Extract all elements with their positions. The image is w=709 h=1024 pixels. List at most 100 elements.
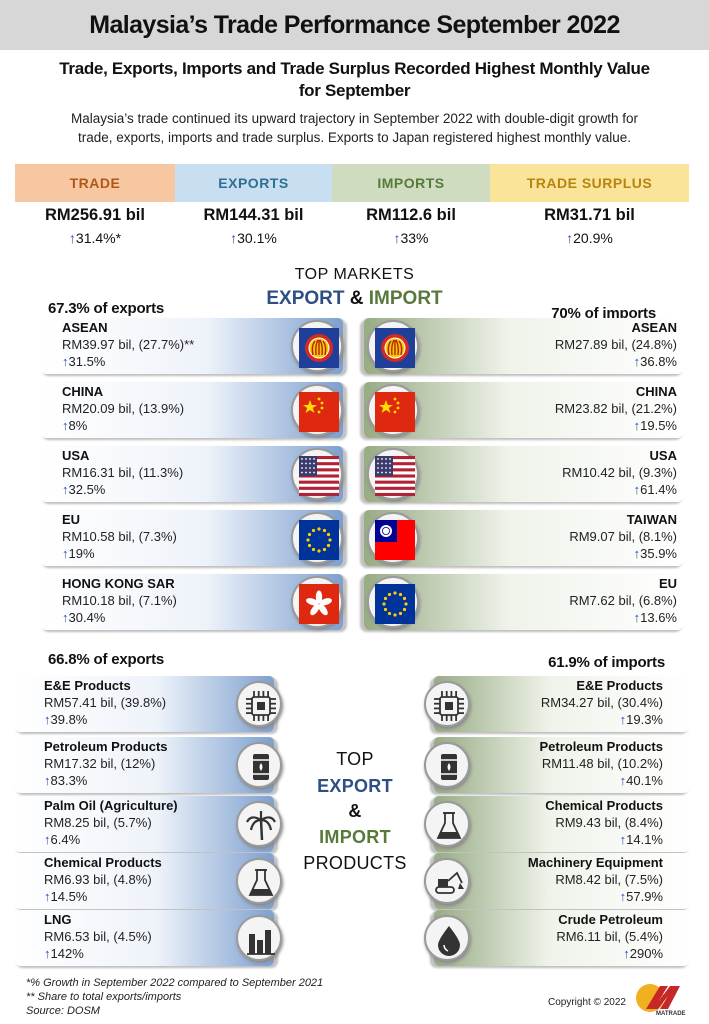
- kpi-value-3: RM31.71 bil: [544, 206, 635, 224]
- import-market-growth-value: 19.5%: [640, 418, 677, 433]
- matrade-logo-text: MATRADE: [656, 1011, 686, 1017]
- kpi-label-1: EXPORTS: [175, 164, 332, 202]
- kpi-growth-value: 31.4%*: [75, 230, 122, 246]
- import-product-growth: ↑57.9%: [620, 889, 663, 904]
- import-market-growth: ↑61.4%: [634, 482, 677, 497]
- import-product-value: RM34.27 bil, (30.4%): [540, 695, 663, 710]
- products-title-export: EXPORT: [317, 776, 393, 796]
- palm-tree-icon: [236, 801, 282, 847]
- export-market-growth-value: 31.5%: [68, 354, 106, 369]
- up-arrow-icon: ↑: [62, 354, 69, 369]
- export-market-growth-value: 8%: [68, 418, 88, 433]
- kpi-value-1: RM144.31 bil: [203, 206, 304, 224]
- export-products-share: 66.8% of exports: [48, 651, 165, 668]
- asean-flag-icon: [367, 320, 419, 372]
- footnote-share: ** Share to total exports/imports: [26, 991, 182, 1003]
- export-market-growth: ↑19%: [62, 546, 95, 561]
- import-market-value: RM10.42 bil, (9.3%): [562, 465, 677, 480]
- export-product-value: RM6.93 bil, (4.8%): [44, 872, 152, 887]
- export-markets-share: 67.3% of exports: [48, 300, 165, 317]
- import-market-name: CHINA: [635, 384, 677, 399]
- up-arrow-icon: ↑: [68, 230, 76, 246]
- export-product-name: Palm Oil (Agriculture): [44, 798, 178, 813]
- export-product-growth: ↑14.5%: [44, 889, 87, 904]
- oil-barrel-icon: [236, 742, 282, 788]
- export-market-growth: ↑32.5%: [62, 482, 105, 497]
- up-arrow-icon: ↑: [230, 230, 238, 246]
- import-market-name: TAIWAN: [626, 512, 677, 527]
- markets-title-line-2: EXPORT & IMPORT: [0, 288, 709, 310]
- import-product-row: [432, 796, 690, 852]
- import-product-name: E&E Products: [576, 678, 663, 693]
- markets-title-import: IMPORT: [368, 288, 443, 309]
- export-product-growth-value: 6.4%: [50, 832, 81, 847]
- oil-drop-icon: [424, 915, 470, 961]
- kpi-label-3: TRADE SURPLUS: [490, 164, 689, 202]
- export-market-value: RM10.58 bil, (7.3%): [62, 529, 177, 544]
- import-markets-share: 70% of imports: [551, 305, 656, 322]
- import-product-row: [432, 676, 690, 732]
- export-market-name: HONG KONG SAR: [62, 576, 175, 591]
- import-product-growth: ↑40.1%: [620, 773, 663, 788]
- up-arrow-icon: ↑: [633, 354, 641, 369]
- import-market-value: RM9.07 bil, (8.1%): [569, 529, 677, 544]
- page-title: Malaysia’s Trade Performance September 2…: [89, 11, 620, 39]
- products-title-products: PRODUCTS: [303, 853, 407, 873]
- intro-paragraph: Malaysia’s trade continued its upward tr…: [14, 109, 695, 147]
- kpi-label-2: IMPORTS: [332, 164, 490, 202]
- export-product-value: RM6.53 bil, (4.5%): [44, 929, 152, 944]
- markets-title-export: EXPORT: [266, 288, 345, 309]
- import-product-name: Chemical Products: [545, 798, 663, 813]
- export-market-value: RM20.09 bil, (13.9%): [62, 401, 185, 416]
- kpi-label-0: TRADE: [15, 164, 175, 202]
- export-product-row: [14, 737, 276, 793]
- flask-icon: [424, 801, 470, 847]
- export-market-value: RM39.97 bil, (27.7%)**: [62, 337, 195, 352]
- export-market-growth: ↑31.5%: [62, 354, 105, 369]
- export-product-name: E&E Products: [44, 678, 131, 693]
- up-arrow-icon: ↑: [619, 712, 627, 727]
- kpi-growth-3: ↑20.9%: [510, 230, 670, 246]
- microchip-icon: [424, 681, 470, 727]
- up-arrow-icon: ↑: [633, 482, 641, 497]
- up-arrow-icon: ↑: [44, 889, 51, 904]
- title-bar: Malaysia’s Trade Performance September 2…: [0, 0, 709, 50]
- export-market-name: ASEAN: [62, 320, 108, 335]
- asean-flag-icon: [291, 320, 343, 372]
- kpi-growth-2: ↑33%: [331, 230, 491, 246]
- export-product-name: LNG: [44, 912, 72, 927]
- up-arrow-icon: ↑: [619, 773, 627, 788]
- export-market-growth: ↑30.4%: [62, 610, 105, 625]
- import-product-growth-value: 40.1%: [626, 773, 663, 788]
- up-arrow-icon: ↑: [619, 889, 627, 904]
- export-product-growth-value: 83.3%: [50, 773, 88, 788]
- gas-plant-icon: [236, 915, 282, 961]
- intro-line-1: Malaysia’s trade continued its upward tr…: [70, 111, 639, 126]
- import-market-growth: ↑36.8%: [634, 354, 677, 369]
- export-product-growth-value: 39.8%: [50, 712, 88, 727]
- export-product-growth-value: 142%: [50, 946, 84, 961]
- export-product-name: Petroleum Products: [44, 739, 168, 754]
- products-title-amp: &: [348, 801, 362, 821]
- copyright: Copyright © 2022: [548, 997, 626, 1008]
- kpi-growth-1: ↑30.1%: [174, 230, 334, 246]
- export-product-row: [14, 853, 276, 909]
- export-product-growth: ↑39.8%: [44, 712, 87, 727]
- export-market-growth-value: 32.5%: [68, 482, 106, 497]
- export-product-growth: ↑6.4%: [44, 832, 80, 847]
- import-market-value: RM27.89 bil, (24.8%): [554, 337, 677, 352]
- up-arrow-icon: ↑: [619, 832, 627, 847]
- kpi-growth-value: 33%: [400, 230, 429, 246]
- import-product-growth: ↑290%: [623, 946, 663, 961]
- usa-flag-icon: [291, 448, 343, 500]
- import-market-growth-value: 61.4%: [640, 482, 677, 497]
- import-product-name: Petroleum Products: [539, 739, 663, 754]
- excavator-icon: [424, 858, 470, 904]
- export-product-growth-value: 14.5%: [50, 889, 88, 904]
- import-market-growth-value: 36.8%: [640, 354, 677, 369]
- import-market-value: RM7.62 bil, (6.8%): [569, 593, 677, 608]
- import-market-growth-value: 35.9%: [640, 546, 677, 561]
- china-flag-icon: [291, 384, 343, 436]
- export-product-row: [14, 910, 276, 966]
- kpi-value-0: RM256.91 bil: [45, 206, 145, 224]
